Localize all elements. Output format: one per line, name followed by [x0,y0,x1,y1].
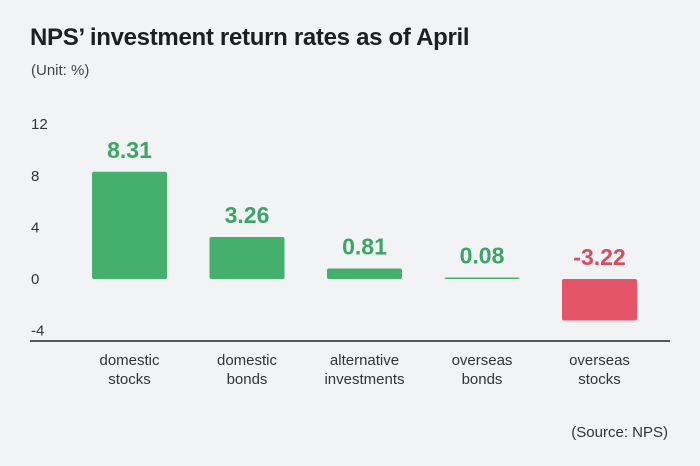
bar [92,171,167,279]
chart-source: (Source: NPS) [571,424,668,441]
category-label: bonds [462,371,503,388]
data-label: 0.81 [342,234,387,260]
category-label: stocks [108,371,151,388]
data-label: 8.31 [107,137,152,163]
y-tick-label: 4 [31,219,39,236]
data-label: 0.08 [460,243,505,269]
data-label: -3.22 [573,244,625,270]
data-label: 3.26 [225,202,270,228]
y-tick-label: 8 [31,168,39,185]
chart-unit-subtitle: (Unit: %) [31,62,90,79]
category-label: stocks [578,371,621,388]
y-tick-label: 12 [31,116,48,133]
bar [562,279,637,321]
category-label: domestic [99,352,160,369]
bar [209,236,285,279]
y-tick-label: 0 [31,271,39,288]
y-tick-label: -4 [31,323,44,340]
category-label: domestic [217,352,278,369]
category-label: bonds [227,371,268,388]
category-label: investments [324,371,404,388]
category-label: overseas [452,352,513,369]
category-label: overseas [569,352,630,369]
bar [327,268,402,279]
bar [444,277,520,279]
category-label: alternative [330,352,399,369]
chart-title: NPS’ investment return rates as of April [30,24,470,51]
